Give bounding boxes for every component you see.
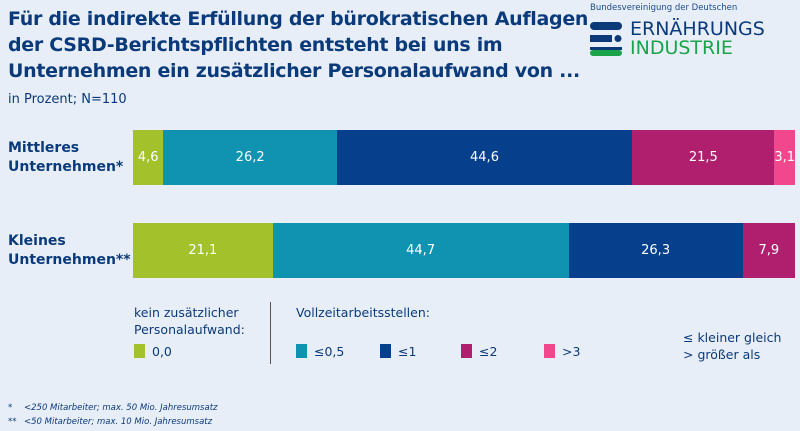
bar-segment: 44,6 [336, 130, 633, 185]
logo-line1: ERNÄHRUNGS [630, 18, 765, 40]
row-label-line: Mittleres [8, 140, 80, 156]
legend-label-3: ≤2 [479, 344, 498, 359]
legend-swatch-3 [461, 344, 472, 358]
bar-segment: 26,2 [163, 130, 337, 185]
footnote-text: <250 Mitarbeiter; max. 50 Mio. Jahresums… [24, 403, 218, 413]
footnote-text: <50 Mitarbeiter; max. 10 Mio. Jahresumsa… [24, 417, 213, 427]
row-label-line: Kleines [8, 233, 66, 249]
row-label-kleines: Kleines Unternehmen** [8, 232, 131, 270]
legend-swatch-0 [134, 344, 145, 358]
footnote-mark: ** [8, 417, 17, 427]
data-label: 26,2 [235, 150, 265, 165]
legend-group2-title: Vollzeitarbeitsstellen: [296, 305, 430, 320]
legend-divider [270, 302, 271, 364]
row-label-line: Unternehmen** [8, 252, 131, 268]
bar-segment: 21,5 [632, 130, 775, 185]
bar-segment: 3,1 [774, 130, 795, 185]
legend-label-0: 0,0 [152, 344, 172, 359]
bar-segment: 44,7 [272, 223, 569, 278]
data-label: 3,1 [774, 150, 795, 165]
bar-segment: 26,3 [568, 223, 743, 278]
bar-mittleres: 4,6 26,2 44,6 21,5 3,1 [133, 130, 795, 185]
bar-segment: 7,9 [742, 223, 795, 278]
footnote-2: ** <50 Mitarbeiter; max. 10 Mio. Jahresum… [8, 417, 212, 427]
key-le: ≤ kleiner gleich [683, 330, 782, 345]
bar-kleines: 21,1 44,7 26,3 7,9 [133, 223, 795, 278]
key-gt: > größer als [683, 347, 761, 362]
data-label: 21,5 [688, 150, 718, 165]
legend-swatch-2 [380, 344, 391, 358]
logo-mark-icon [590, 22, 622, 56]
bar-segment: 4,6 [133, 130, 164, 185]
data-label: 21,1 [188, 243, 218, 258]
legend-label-2: ≤1 [398, 344, 417, 359]
footnote-mark: * [8, 403, 13, 413]
legend-title-line: Personalaufwand: [134, 322, 245, 337]
legend-swatch-1 [296, 344, 307, 358]
logo-line2: INDUSTRIE [630, 37, 733, 59]
row-label-line: Unternehmen* [8, 159, 124, 175]
data-label: 26,3 [641, 243, 671, 258]
legend-title-line: kein zusätzlicher [134, 305, 239, 320]
legend-label-1: ≤0,5 [314, 344, 345, 359]
chart-subtitle: in Prozent; N=110 [8, 92, 127, 107]
legend-group1-title: kein zusätzlicher Personalaufwand: [134, 304, 245, 338]
data-label: 7,9 [758, 243, 780, 258]
legend-swatch-4 [544, 344, 555, 358]
legend-label-4: >3 [562, 344, 581, 359]
row-label-mittleres: Mittleres Unternehmen* [8, 139, 123, 177]
chart-title: Für die indirekte Erfüllung der bürokrat… [8, 8, 589, 82]
logo-top-text: Bundesvereinigung der Deutschen [590, 3, 738, 13]
bar-segment: 21,1 [133, 223, 273, 278]
footnote-1: * <250 Mitarbeiter; max. 50 Mio. Jahresum… [8, 403, 217, 413]
legend-symbol-key: ≤ kleiner gleich > größer als [683, 329, 781, 363]
data-label: 44,7 [406, 243, 436, 258]
data-label: 4,6 [137, 150, 159, 165]
data-label: 44,6 [470, 150, 499, 165]
